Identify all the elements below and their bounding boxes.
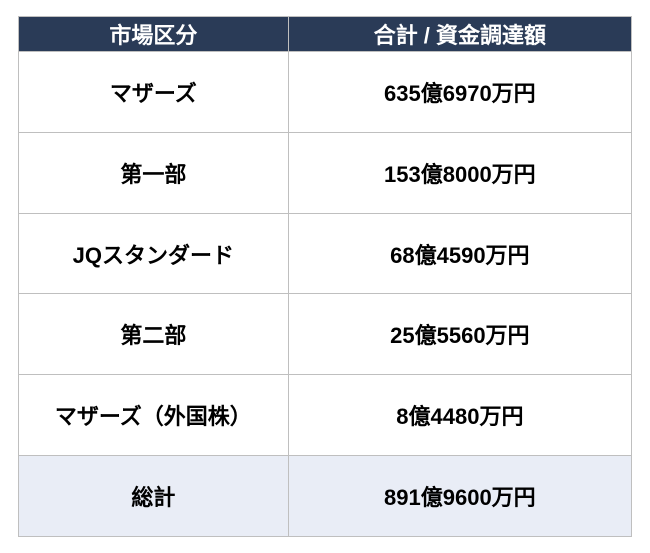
cell-amount: 25億5560万円 (288, 294, 631, 375)
funding-table: 市場区分 合計 / 資金調達額 マザーズ 635億6970万円 第一部 153億… (18, 16, 632, 537)
table-total-row: 総計 891億9600万円 (19, 456, 632, 537)
cell-market: マザーズ (19, 52, 289, 133)
cell-amount: 68億4590万円 (288, 213, 631, 294)
cell-amount: 8億4480万円 (288, 375, 631, 456)
table-row: 第一部 153億8000万円 (19, 132, 632, 213)
cell-market: 第一部 (19, 132, 289, 213)
table-row: マザーズ（外国株） 8億4480万円 (19, 375, 632, 456)
table-header-row: 市場区分 合計 / 資金調達額 (19, 17, 632, 52)
header-amount: 合計 / 資金調達額 (288, 17, 631, 52)
table-row: マザーズ 635億6970万円 (19, 52, 632, 133)
cell-amount: 635億6970万円 (288, 52, 631, 133)
cell-total-label: 総計 (19, 456, 289, 537)
cell-amount: 153億8000万円 (288, 132, 631, 213)
cell-market: 第二部 (19, 294, 289, 375)
table-row: 第二部 25億5560万円 (19, 294, 632, 375)
table-row: JQスタンダード 68億4590万円 (19, 213, 632, 294)
cell-market: マザーズ（外国株） (19, 375, 289, 456)
cell-market: JQスタンダード (19, 213, 289, 294)
cell-total-amount: 891億9600万円 (288, 456, 631, 537)
header-market: 市場区分 (19, 17, 289, 52)
